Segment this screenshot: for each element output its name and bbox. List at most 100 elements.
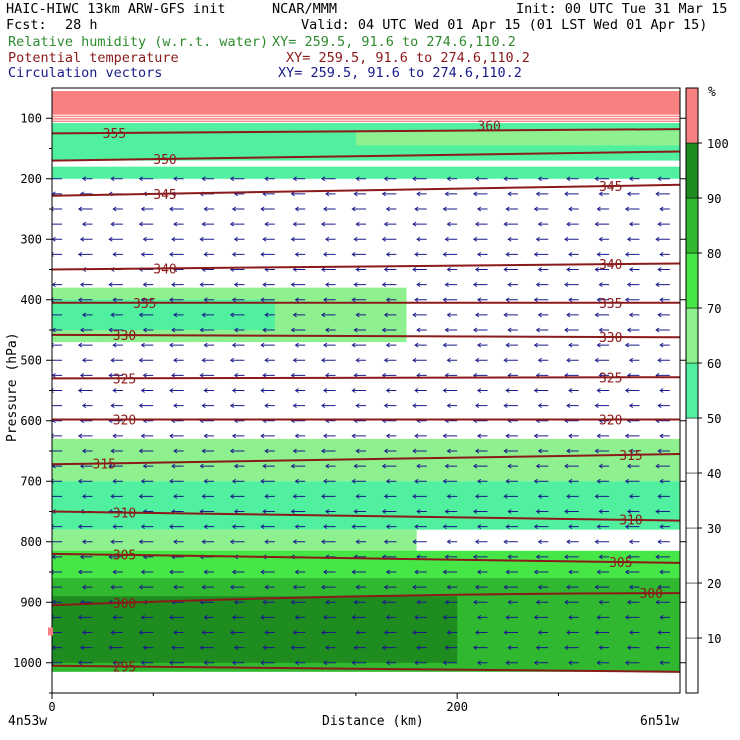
wind-vector-head bbox=[199, 599, 204, 605]
wind-vector-head bbox=[351, 569, 356, 575]
wind-vector-head bbox=[659, 251, 664, 257]
rh-band bbox=[52, 438, 680, 482]
wind-vector-head bbox=[351, 433, 356, 439]
wind-vector-head bbox=[325, 372, 330, 378]
wind-vector-head bbox=[442, 433, 447, 439]
wind-vector-head bbox=[385, 342, 390, 348]
wind-vector-head bbox=[474, 221, 480, 227]
humidity-shading bbox=[52, 91, 680, 672]
wind-vector-head bbox=[657, 403, 662, 409]
wind-vector-head bbox=[52, 463, 56, 469]
wind-vector-head bbox=[566, 267, 571, 272]
wind-vector-head bbox=[566, 539, 571, 545]
wind-vector-head bbox=[77, 478, 83, 484]
wind-vector-head bbox=[594, 630, 599, 635]
wind-vector-head bbox=[169, 569, 174, 575]
wind-vector-head bbox=[537, 176, 542, 182]
colorbar-label: 30 bbox=[707, 522, 721, 536]
wind-vector-head bbox=[535, 509, 540, 514]
wind-vector-head bbox=[169, 206, 174, 212]
wind-vector-head bbox=[535, 645, 540, 651]
wind-vector-head bbox=[655, 418, 660, 424]
wind-vector-head bbox=[444, 599, 449, 605]
wind-vector-head bbox=[472, 599, 478, 605]
wind-vector-head bbox=[260, 297, 265, 303]
colorbar-segment bbox=[685, 307, 699, 364]
y-tick-label: 400 bbox=[20, 293, 42, 307]
wind-vector-head bbox=[628, 448, 634, 454]
wind-vector-head bbox=[355, 584, 360, 590]
wind-vector-head bbox=[264, 221, 269, 227]
wind-vector-head bbox=[355, 267, 360, 272]
wind-vector-head bbox=[142, 554, 147, 560]
wind-vector-head bbox=[52, 206, 54, 212]
wind-vector-head bbox=[446, 357, 451, 363]
wind-vector-head bbox=[598, 236, 603, 242]
wind-vector-head bbox=[624, 297, 630, 303]
wind-vector-head bbox=[355, 539, 360, 545]
wind-vector-head bbox=[110, 221, 115, 227]
wind-vector-head bbox=[294, 478, 299, 484]
wind-vector-head bbox=[233, 236, 239, 242]
theta-contour-label: 320 bbox=[113, 414, 136, 429]
wind-vector-head bbox=[203, 660, 208, 666]
wind-vector-head bbox=[233, 282, 239, 288]
wind-vector-head bbox=[566, 403, 571, 409]
wind-vector-head bbox=[169, 433, 174, 439]
wind-vector-head bbox=[533, 251, 538, 257]
wind-vector-head bbox=[507, 236, 512, 242]
wind-vector-head bbox=[657, 584, 662, 590]
theta-contour-label: 360 bbox=[477, 120, 500, 135]
wind-vector-head bbox=[381, 418, 386, 424]
wind-vector-head bbox=[472, 509, 478, 514]
wind-vector-head bbox=[446, 630, 451, 635]
wind-vector-head bbox=[412, 448, 417, 454]
wind-vector-head bbox=[173, 584, 178, 590]
wind-vector-head bbox=[503, 403, 508, 409]
wind-vector-head bbox=[203, 206, 208, 212]
wind-vector-head bbox=[566, 630, 571, 635]
wind-vector-head bbox=[321, 584, 326, 590]
wind-vector-head bbox=[598, 418, 603, 424]
wind-vector-head bbox=[260, 478, 265, 484]
wind-vector-head bbox=[472, 645, 478, 651]
theta-contour-line bbox=[52, 150, 680, 162]
wind-vector-head bbox=[294, 206, 299, 212]
wind-vector-head bbox=[325, 327, 330, 333]
wind-vector-head bbox=[138, 539, 143, 545]
theta-contour-line bbox=[52, 262, 680, 271]
wind-vector-head bbox=[321, 176, 326, 182]
wind-vector-head bbox=[351, 297, 356, 303]
wind-vector-head bbox=[292, 584, 297, 590]
wind-vector-head bbox=[594, 403, 599, 409]
wind-vector-head bbox=[48, 631, 51, 635]
wind-vector-head bbox=[171, 599, 176, 605]
wind-vector-head bbox=[108, 372, 113, 378]
wind-vector-head bbox=[385, 297, 390, 303]
wind-vector-head bbox=[537, 403, 542, 409]
wind-vector-head bbox=[264, 630, 269, 635]
wind-vector-head bbox=[201, 448, 206, 454]
wind-vector-head bbox=[323, 433, 328, 439]
wind-vector-head bbox=[262, 599, 267, 605]
wind-vector-head bbox=[262, 327, 267, 333]
theta-contour-label: 305 bbox=[113, 549, 136, 564]
theta-contour-label: 345 bbox=[599, 180, 622, 195]
wind-vector-head bbox=[412, 539, 417, 545]
wind-vector-head bbox=[446, 221, 451, 227]
wind-vector-head bbox=[472, 327, 478, 333]
wind-vectors bbox=[48, 176, 670, 666]
left-edge-marker bbox=[48, 627, 53, 636]
wind-vector-head bbox=[596, 388, 601, 393]
y-tick-label: 200 bbox=[20, 172, 42, 186]
wind-vector-head bbox=[79, 599, 85, 605]
wind-vector-head bbox=[138, 493, 143, 499]
wind-vector-head bbox=[140, 251, 145, 257]
colorbar-segment bbox=[685, 417, 699, 474]
wind-vector-head bbox=[201, 539, 206, 545]
rh-band bbox=[355, 130, 680, 146]
wind-vector-head bbox=[655, 599, 660, 605]
wind-vector-head bbox=[507, 191, 512, 197]
forecast-label: Fcst: bbox=[6, 17, 47, 33]
wind-vector-head bbox=[171, 554, 176, 560]
